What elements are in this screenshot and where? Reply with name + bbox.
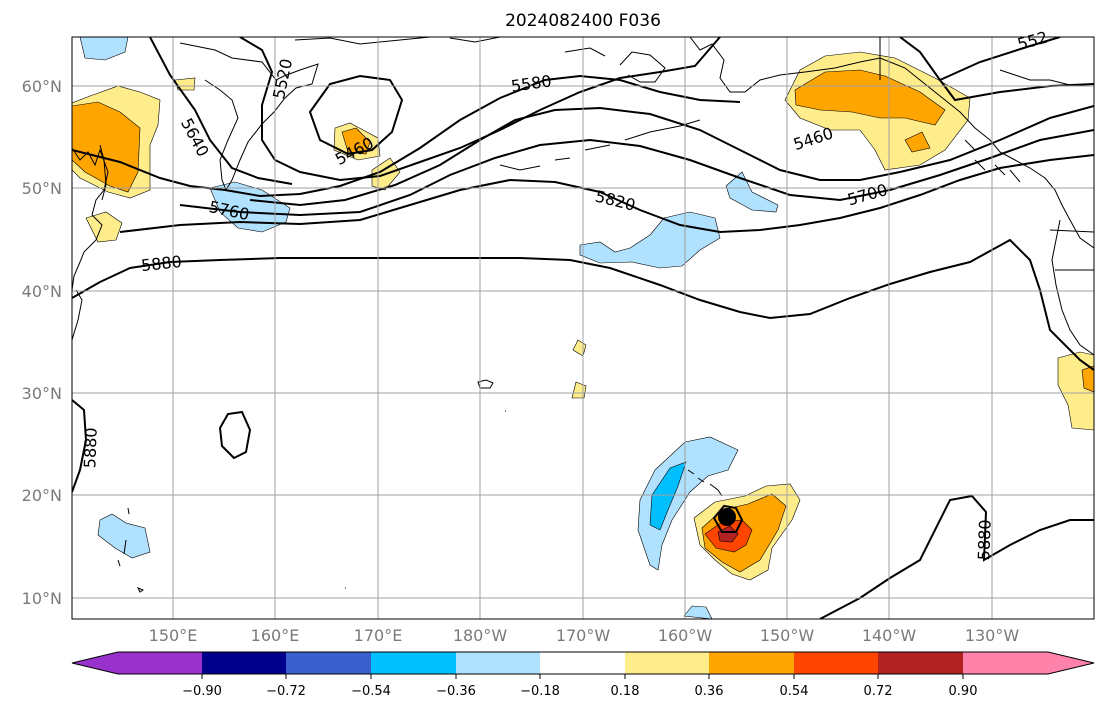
contour-5520 — [239, 37, 721, 182]
contour-5460-low — [308, 74, 404, 156]
colorbar-segment — [963, 652, 1094, 674]
positive-anomaly-region — [85, 211, 123, 243]
lat-label: 20°N — [22, 486, 62, 505]
contour-label: 5880 — [974, 519, 994, 560]
colorbar-tick-label: −0.90 — [182, 684, 222, 699]
positive-anomaly-region — [341, 127, 371, 155]
colorbar-segment — [371, 652, 456, 674]
colorbar-segment — [878, 652, 963, 674]
marianas-islands — [117, 507, 130, 567]
sakhalin-coastline — [99, 144, 107, 201]
colorbar-segment — [794, 652, 878, 674]
lon-label: 170°W — [556, 626, 611, 645]
northwest-america-coastline — [1051, 219, 1094, 356]
lon-label: 140°W — [862, 626, 917, 645]
colorbar-segment — [540, 652, 625, 674]
northwest-hawaiian-islands — [345, 410, 506, 589]
figure-title: 2024082400 F036 — [505, 11, 661, 31]
colorbar-segment — [72, 652, 202, 674]
lat-label: 50°N — [22, 179, 62, 198]
positive-anomaly-region — [717, 525, 739, 543]
colorbar-tick-label: −0.72 — [266, 684, 306, 699]
coastlines — [72, 37, 1094, 593]
colorbar-outline — [71, 651, 1095, 675]
lat-label: 10°N — [22, 589, 62, 608]
colorbar-segment — [202, 652, 286, 674]
colorbar-ticks — [201, 674, 964, 679]
lat-label: 60°N — [22, 77, 62, 96]
lon-label: 180°W — [453, 626, 508, 645]
colorbar-tick-label: 0.90 — [949, 684, 978, 699]
lat-label: 40°N — [22, 282, 62, 301]
colorbar-tick-label: −0.18 — [520, 684, 560, 699]
latitude-labels: 60°N 50°N 40°N 30°N 20°N 10°N — [22, 77, 62, 608]
contour-label: 5880 — [80, 427, 100, 468]
negative-anomaly-region — [637, 436, 739, 571]
colorbar-segment — [456, 652, 540, 674]
positive-anomaly-region — [174, 77, 196, 91]
contour-5880-west — [72, 399, 88, 493]
lon-label: 170°E — [354, 626, 403, 645]
colorbar-segment — [709, 652, 794, 674]
canada-border — [879, 37, 1094, 271]
contour-hurricane — [712, 504, 744, 533]
lon-label: 130°W — [965, 626, 1020, 645]
contour-upper-right — [939, 37, 1061, 81]
hawaii-islands — [687, 469, 723, 497]
chukotka-coastline — [564, 47, 666, 83]
colorbar: −0.90 −0.72 −0.54 −0.36 −0.18 0.18 0.36 … — [71, 651, 1095, 699]
colorbar-tick-label: 0.18 — [611, 684, 640, 699]
contour-5580 — [72, 74, 741, 198]
negative-anomaly-region — [683, 605, 713, 619]
lat-label: 30°N — [22, 384, 62, 403]
aleutians-coastline — [499, 119, 701, 171]
contour-5640 — [149, 37, 293, 185]
positive-anomaly-region — [794, 69, 946, 126]
longitude-labels: 150°E 160°E 170°E 180°W 170°W 160°W 150°… — [149, 626, 1020, 645]
negative-anomaly-region — [649, 461, 687, 531]
kamchatka-coastline — [179, 42, 319, 192]
colorbar-segment — [625, 652, 709, 674]
positive-anomaly-region — [72, 101, 141, 193]
contour-5700 — [249, 105, 1094, 207]
negative-anomaly-region — [209, 181, 291, 233]
hurricane-center — [718, 508, 736, 526]
colorbar-tick-label: 0.72 — [864, 684, 893, 699]
contour-label: 5880 — [140, 252, 182, 275]
contour-5760 — [179, 129, 1094, 217]
contour-5880-south — [819, 494, 1094, 619]
lon-label: 160°E — [251, 626, 300, 645]
negative-anomaly-region — [725, 171, 779, 213]
alaska-islands — [964, 139, 1021, 183]
colorbar-tick-label: 0.36 — [695, 684, 724, 699]
colorbar-segment — [286, 652, 371, 674]
colorbar-tick-label: −0.36 — [436, 684, 476, 699]
alaska-coastline — [689, 37, 1094, 249]
negative-anomaly-region — [97, 513, 151, 559]
small-island — [136, 587, 145, 593]
asia-coastline — [72, 147, 109, 291]
contour-5880-loop — [218, 410, 252, 460]
negative-anomaly-region — [79, 37, 129, 61]
contour-5880-main — [72, 238, 1094, 371]
graticule — [72, 37, 1094, 619]
siberia-coastline — [294, 37, 501, 45]
lon-label: 150°W — [760, 626, 815, 645]
colorbar-tick-label: 0.54 — [780, 684, 809, 699]
map-panel: 5520 5640 5460 5580 5760 5820 5880 5460 … — [71, 28, 1095, 620]
positive-anomaly-region — [904, 131, 931, 153]
lon-label: 150°E — [149, 626, 198, 645]
lon-label: 160°W — [658, 626, 713, 645]
map-frame — [71, 36, 1095, 620]
height-contours — [72, 37, 1094, 619]
colorbar-tick-label: −0.54 — [351, 684, 391, 699]
